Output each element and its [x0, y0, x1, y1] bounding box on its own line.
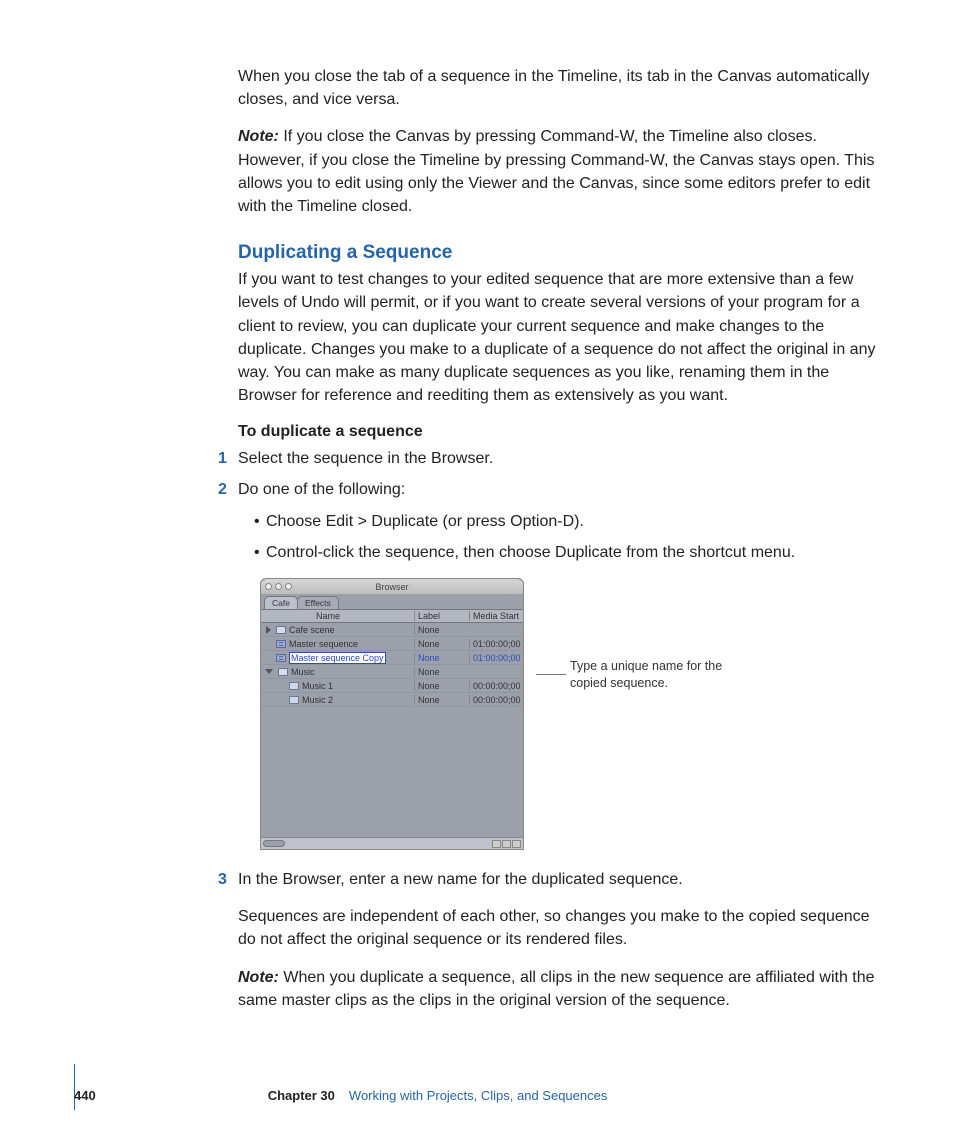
after-step-paragraph: Sequences are independent of each other,… [238, 905, 878, 951]
sequence-icon [276, 640, 286, 648]
audio-icon [289, 682, 299, 690]
sequence-icon [276, 654, 286, 662]
intro-paragraph: When you close the tab of a sequence in … [238, 65, 878, 111]
step-number: 1 [218, 447, 227, 470]
section-body: If you want to test changes to your edit… [238, 268, 878, 407]
folder-icon [278, 668, 288, 676]
resize-icon[interactable] [512, 840, 521, 848]
table-row[interactable]: Cafe scene None [261, 623, 523, 637]
chapter-label: Chapter 30 [268, 1088, 335, 1103]
column-label[interactable]: Label [414, 611, 469, 621]
column-media-start[interactable]: Media Start [469, 611, 523, 621]
step-number: 3 [218, 868, 227, 891]
row-media: 01:00:00;00 [469, 653, 523, 663]
table-row[interactable]: Music 2 None 00:00:00;00 [261, 693, 523, 707]
procedure-heading: To duplicate a sequence [238, 423, 878, 441]
row-name: Master sequence [289, 639, 358, 649]
browser-empty-area [261, 707, 523, 837]
step-text: Select the sequence in the Browser. [238, 450, 493, 467]
column-header-row: Name Label Media Start [261, 610, 523, 623]
column-name[interactable]: Name [261, 611, 414, 621]
row-media: 01:00:00;00 [469, 639, 523, 649]
scroll-arrows [492, 840, 521, 848]
page-number: 440 [74, 1088, 96, 1103]
row-name: Cafe scene [289, 625, 335, 635]
browser-rows: Cafe scene None Master sequence None 01:… [261, 623, 523, 837]
choice-item: Choose Edit > Duplicate (or press Option… [256, 510, 878, 533]
note-paragraph-2: Note: When you duplicate a sequence, all… [238, 966, 878, 1012]
disclosure-icon[interactable] [266, 626, 271, 634]
step-1: 1 Select the sequence in the Browser. [238, 447, 878, 470]
audio-icon [289, 696, 299, 704]
scroll-thumb[interactable] [263, 840, 285, 847]
window-title: Browser [261, 582, 523, 592]
row-label: None [414, 653, 469, 663]
note-body-1: If you close the Canvas by pressing Comm… [238, 128, 874, 215]
row-media: 00:00:00;00 [469, 695, 523, 705]
callout-text: Type a unique name for the copied sequen… [570, 658, 740, 692]
row-name: Music 2 [302, 695, 333, 705]
step-text: Do one of the following: [238, 481, 405, 498]
table-row-selected[interactable]: Master sequence Copy None 01:00:00;00 [261, 651, 523, 665]
folder-icon [276, 626, 286, 634]
procedure-list: 1 Select the sequence in the Browser. 2 … [238, 447, 878, 564]
chapter-title: Working with Projects, Clips, and Sequen… [349, 1088, 607, 1103]
row-name: Music [291, 667, 315, 677]
tab-effects[interactable]: Effects [297, 596, 339, 609]
disclosure-icon[interactable] [265, 669, 273, 674]
tab-row: Cafe Effects [261, 594, 523, 610]
table-row[interactable]: Music 1 None 00:00:00;00 [261, 679, 523, 693]
browser-window: Browser Cafe Effects Name Label Media St… [260, 578, 524, 850]
row-name: Music 1 [302, 681, 333, 691]
rename-input[interactable]: Master sequence Copy [289, 652, 386, 664]
section-heading-duplicating: Duplicating a Sequence [238, 242, 878, 264]
callout: Type a unique name for the copied sequen… [536, 658, 740, 692]
tab-cafe[interactable]: Cafe [264, 596, 298, 609]
row-media: 00:00:00;00 [469, 681, 523, 691]
note-paragraph-1: Note: If you close the Canvas by pressin… [238, 125, 878, 218]
callout-line [536, 674, 566, 675]
step-text: In the Browser, enter a new name for the… [238, 871, 683, 888]
procedure-list-continued: 3 In the Browser, enter a new name for t… [238, 868, 878, 891]
table-row[interactable]: Master sequence None 01:00:00;00 [261, 637, 523, 651]
note-body-2: When you duplicate a sequence, all clips… [238, 969, 875, 1009]
row-label: None [414, 695, 469, 705]
choice-item: Control-click the sequence, then choose … [256, 541, 878, 564]
browser-titlebar: Browser [261, 579, 523, 594]
row-label: None [414, 681, 469, 691]
row-label: None [414, 625, 469, 635]
page-content: When you close the tab of a sequence in … [238, 65, 878, 1026]
note-label: Note: [238, 128, 279, 145]
step-3: 3 In the Browser, enter a new name for t… [238, 868, 878, 891]
choice-list: Choose Edit > Duplicate (or press Option… [256, 510, 878, 564]
note-label: Note: [238, 969, 279, 986]
page-footer: 440 Chapter 30 Working with Projects, Cl… [74, 1088, 607, 1103]
row-label: None [414, 667, 469, 677]
browser-screenshot: Browser Cafe Effects Name Label Media St… [260, 578, 900, 850]
arrow-left-icon[interactable] [492, 840, 501, 848]
browser-footer [261, 837, 523, 849]
arrow-right-icon[interactable] [502, 840, 511, 848]
footer-divider [74, 1064, 75, 1110]
step-number: 2 [218, 478, 227, 501]
row-label: None [414, 639, 469, 649]
table-row[interactable]: Music None [261, 665, 523, 679]
step-2: 2 Do one of the following: Choose Edit >… [238, 478, 878, 564]
